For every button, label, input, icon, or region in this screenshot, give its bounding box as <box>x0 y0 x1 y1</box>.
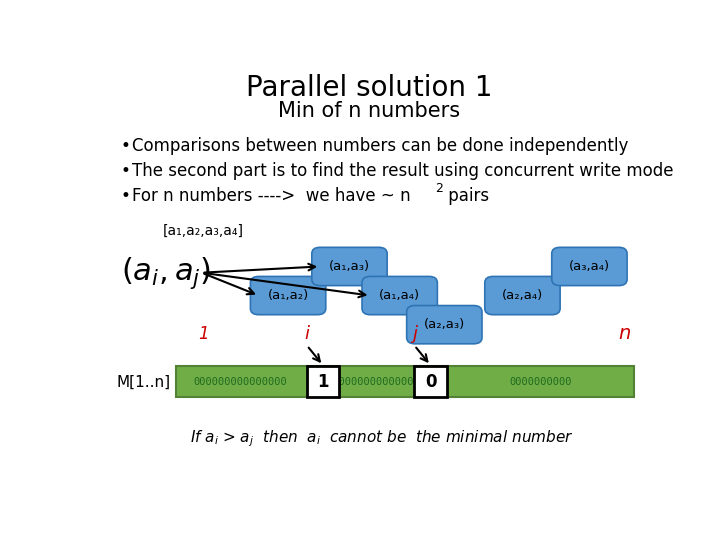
Text: (a₂,a₄): (a₂,a₄) <box>502 289 543 302</box>
Text: (a₃,a₄): (a₃,a₄) <box>569 260 610 273</box>
Text: 0000000000: 0000000000 <box>509 377 572 387</box>
Text: Min of n numbers: Min of n numbers <box>278 100 460 120</box>
FancyBboxPatch shape <box>251 276 325 315</box>
Text: •: • <box>121 187 130 205</box>
FancyBboxPatch shape <box>552 247 627 286</box>
Text: j: j <box>412 326 417 343</box>
Text: If $a_i$ > $a_j$  then  $a_i$  cannot be  the minimal number: If $a_i$ > $a_j$ then $a_i$ cannot be th… <box>190 429 574 449</box>
Text: (a₁,a₄): (a₁,a₄) <box>379 289 420 302</box>
Text: $(a_i,a_j)$: $(a_i,a_j)$ <box>121 255 210 291</box>
Text: M[1..n]: M[1..n] <box>117 374 171 389</box>
Text: (a₁,a₂): (a₁,a₂) <box>267 289 309 302</box>
Text: 1: 1 <box>199 326 210 343</box>
FancyBboxPatch shape <box>362 276 437 315</box>
FancyBboxPatch shape <box>485 276 560 315</box>
Text: i: i <box>305 326 310 343</box>
Bar <box>307 366 339 397</box>
Text: •: • <box>121 137 130 155</box>
FancyBboxPatch shape <box>407 306 482 344</box>
Text: (a₂,a₃): (a₂,a₃) <box>423 318 465 331</box>
Text: 2: 2 <box>435 182 443 195</box>
Text: Comparisons between numbers can be done independently: Comparisons between numbers can be done … <box>132 137 629 155</box>
Text: For n numbers ---->  we have ~ n: For n numbers ----> we have ~ n <box>132 187 410 205</box>
Text: [a₁,a₂,a₃,a₄]: [a₁,a₂,a₃,a₄] <box>163 224 243 238</box>
Text: •: • <box>121 162 130 180</box>
Text: 0000000000000000: 0000000000000000 <box>327 377 427 387</box>
Text: pairs: pairs <box>443 187 489 205</box>
Text: 0: 0 <box>425 373 436 391</box>
FancyBboxPatch shape <box>312 247 387 286</box>
Text: 1: 1 <box>318 373 329 391</box>
Bar <box>415 366 447 397</box>
Text: The second part is to find the result using concurrent write mode: The second part is to find the result us… <box>132 162 673 180</box>
Text: 000000000000000: 000000000000000 <box>194 377 287 387</box>
Bar <box>176 366 634 397</box>
Text: (a₁,a₃): (a₁,a₃) <box>329 260 370 273</box>
Text: Parallel solution 1: Parallel solution 1 <box>246 73 492 102</box>
Text: n: n <box>618 325 631 343</box>
